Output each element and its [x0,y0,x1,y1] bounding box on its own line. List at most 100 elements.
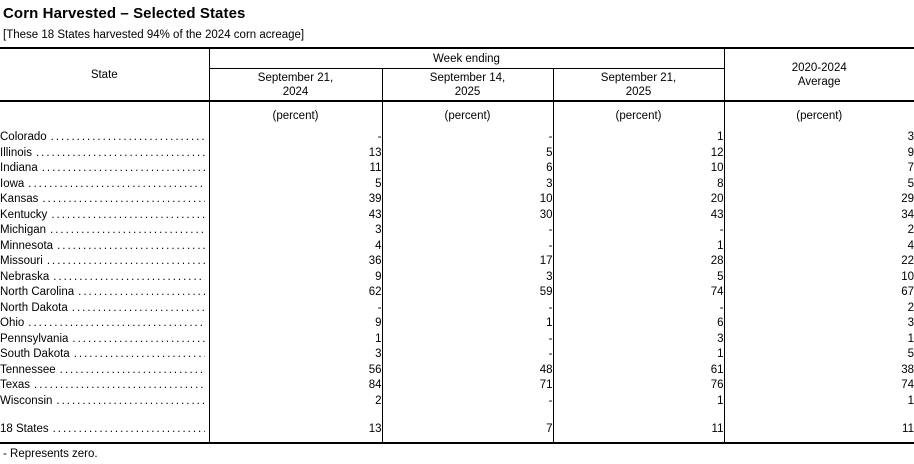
value-cell: - [382,347,554,363]
state-cell: Texas [0,378,210,394]
value-cell: 30 [382,207,554,223]
value-cell: 11 [209,161,383,177]
state-name: North Dakota [0,301,68,314]
value-cell: 84 [209,378,383,394]
value-cell: 10 [382,192,554,208]
leader-dots [36,146,205,162]
unit-row-state-spacer [0,101,210,130]
leader-dots [51,130,205,146]
value-cell: 2 [209,393,383,409]
state-name: Indiana [0,162,38,174]
value-cell: 3 [209,347,383,363]
value-cell: - [209,300,383,316]
value-cell: 7 [907,162,914,174]
leader-dots [60,363,205,379]
value-cell: - [209,130,383,146]
leader-dots [78,285,204,301]
value-cell: - [553,223,725,239]
value-cell: 36 [209,254,383,270]
state-cell: 18 States [0,422,210,444]
table-row: Minnesota4-14 [0,238,914,254]
state-cell: Michigan [0,223,210,239]
state-cell: Missouri [0,254,210,270]
value-cell: 62 [209,285,383,301]
leader-dots [53,270,204,286]
average-column-header: 2020-2024 Average [724,48,914,102]
state-cell: South Dakota [0,347,210,363]
state-cell: North Carolina [0,285,210,301]
value-cell: 28 [553,254,725,270]
table-header: State Week ending 2020-2024 Average Sept… [0,48,914,130]
header-row-dates: September 21, 2024 September 14, 2025 Se… [0,68,914,102]
harvest-table: State Week ending 2020-2024 Average Sept… [0,47,914,444]
state-name: Ohio [0,317,25,329]
table-row: North Dakota---2 [0,300,914,316]
date-line1: September 21, [600,71,677,84]
leader-dots [51,208,204,224]
value-cell: 6 [553,316,725,332]
value-cell: 9 [209,269,383,285]
value-cell: 59 [382,285,554,301]
value-cell: 1 [553,347,725,363]
value-cell: - [382,223,554,239]
state-name: Iowa [0,177,25,190]
value-cell: 67 [901,286,914,298]
table-row: Nebraska 935 10 [0,269,914,286]
state-cell: Wisconsin [0,393,210,409]
state-cell: Ohio [0,316,210,332]
total-row: 18 States1371111 [0,422,914,444]
column-header-sep21-2025: September 21, 2025 [553,68,725,102]
value-cell: - [382,130,554,146]
value-cell: 29 [901,193,914,205]
value-cell: - [382,238,554,254]
state-name: Minnesota [0,239,54,252]
leader-dots [53,422,205,437]
average-header-line1: 2020-2024 [791,61,847,74]
state-cell: Nebraska [0,269,210,286]
state-cell: Kansas [0,192,210,208]
leader-dots [42,161,205,177]
state-name: Pennsylvania [0,332,69,345]
value-cell: - [382,393,554,409]
leader-dots [47,254,205,270]
spacer-row [0,409,914,422]
value-cell: 1 [553,238,725,254]
value-cell: 10 [553,161,725,177]
unit-label: (percent) [796,110,843,122]
value-cell: 5 [382,145,554,161]
unit-label: (percent) [209,101,383,130]
state-cell: North Dakota [0,300,210,316]
table-row: Iowa5385 [0,176,914,192]
column-header-sep21-2024: September 21, 2024 [209,68,383,102]
table-row: Colorado--13 [0,130,914,146]
leader-dots [50,223,204,239]
value-cell: 10 [901,270,914,283]
value-cell: 11 [553,422,725,444]
value-cell: 5 [907,348,914,360]
header-row-group: State Week ending 2020-2024 Average [0,48,914,102]
leader-dots [74,347,205,363]
state-name: Michigan [0,224,47,236]
page-subtitle: [These 18 States harvested 94% of the 20… [3,29,305,41]
table-row: Michigan3--2 [0,223,914,239]
state-name: Missouri [0,255,43,267]
unit-label: (percent) [553,101,725,130]
value-cell: 13 [209,145,383,161]
table-row: Pennsylvania1-31 [0,331,914,347]
value-cell: 43 [209,207,383,223]
value-cell: 1 [553,393,725,409]
date-line2: 2025 [454,85,481,98]
value-cell: 17 [382,254,554,270]
value-cell: 20 [553,192,725,208]
state-cell: Indiana [0,161,210,177]
value-cell: 22 [901,255,914,267]
value-cell: - [382,300,554,316]
state-name: Illinois [0,146,32,159]
state-cell: Pennsylvania [0,331,210,347]
value-cell: 34 [901,208,914,221]
state-name: South Dakota [0,348,70,360]
